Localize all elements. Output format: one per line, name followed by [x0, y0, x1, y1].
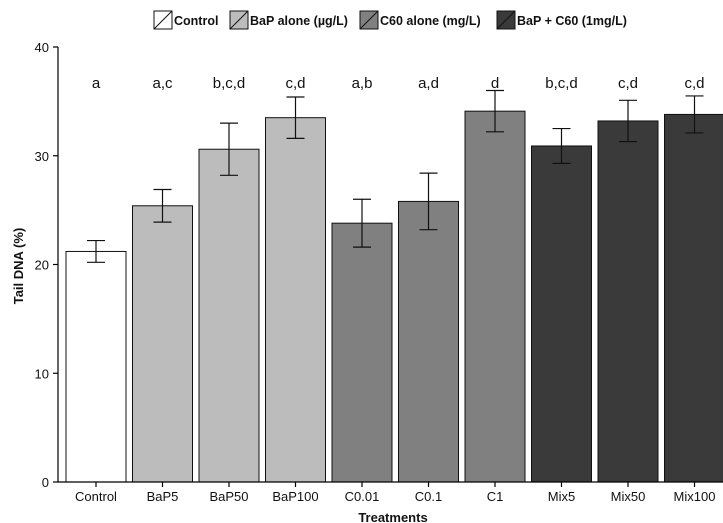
x-axis-title: Treatments	[358, 510, 427, 523]
x-tick-label: Mix5	[548, 489, 575, 504]
bar-mix50	[597, 120, 659, 483]
legend-item: BaP + C60 (1mg/L)	[496, 10, 627, 30]
legend-label: C60 alone (mg/L)	[380, 14, 481, 28]
significance-label: a,d	[418, 75, 439, 92]
bars	[65, 89, 723, 483]
y-axis-title: Tail DNA (%)	[11, 228, 26, 305]
significance-label: a,b	[352, 75, 373, 92]
bar-bap50	[198, 148, 260, 483]
x-tick-label: C1	[487, 489, 504, 504]
significance-labels: a a,c b,c,d c,d a,b a,d d b,c,d c,d c,d	[92, 75, 705, 92]
legend-label: Control	[174, 14, 218, 28]
legend: Control BaP alone (µg/L) C60 alone (mg/L) B…	[153, 10, 627, 30]
y-tick-label: 0	[42, 475, 49, 490]
significance-label: b,c,d	[545, 75, 578, 92]
bar-c0-1	[398, 200, 459, 483]
x-tick-label: BaP5	[147, 489, 179, 504]
x-tick-label: C0.01	[345, 489, 380, 504]
significance-label: a,c	[152, 75, 173, 92]
significance-label: d	[491, 75, 499, 92]
x-tick-label: C0.1	[415, 489, 442, 504]
significance-label: b,c,d	[213, 75, 246, 92]
legend-item: C60 alone (mg/L)	[359, 10, 481, 30]
y-axis: 0 10 20 30 40	[35, 40, 59, 490]
legend-swatch-slash	[496, 10, 516, 30]
bar-bap100	[265, 117, 326, 483]
legend-item: BaP alone (µg/L)	[229, 10, 348, 30]
legend-label: BaP alone (µg/L)	[250, 14, 348, 28]
x-axis: Control BaP5 BaP50 BaP100 C0.01 C0.1 C1 Mix5 Mix…	[58, 481, 723, 504]
bar-control	[65, 250, 127, 483]
legend-swatch-slash	[229, 10, 249, 30]
bar-c1	[464, 110, 526, 483]
legend-label: BaP + C60 (1mg/L)	[517, 14, 627, 28]
x-tick-label: Control	[75, 489, 117, 504]
x-tick-label: BaP50	[209, 489, 248, 504]
y-tick-label: 10	[35, 366, 49, 381]
y-tick-label: 30	[35, 149, 49, 164]
bar-bap5	[132, 205, 193, 483]
y-tick-label: 20	[35, 258, 49, 273]
bar-mix5	[531, 145, 592, 483]
x-tick-label: Mix100	[674, 489, 716, 504]
significance-label: a	[92, 75, 101, 92]
significance-label: c,d	[618, 75, 638, 92]
x-tick-label: BaP100	[272, 489, 318, 504]
significance-label: c,d	[285, 75, 305, 92]
y-tick-label: 40	[35, 40, 49, 55]
legend-item: Control	[153, 10, 218, 30]
significance-label: c,d	[684, 75, 704, 92]
legend-swatch-slash	[359, 10, 379, 30]
x-tick-label: Mix50	[611, 489, 646, 504]
legend-swatch-slash	[153, 10, 173, 30]
bar-c0-01	[331, 222, 393, 483]
bar-mix100	[664, 113, 723, 483]
